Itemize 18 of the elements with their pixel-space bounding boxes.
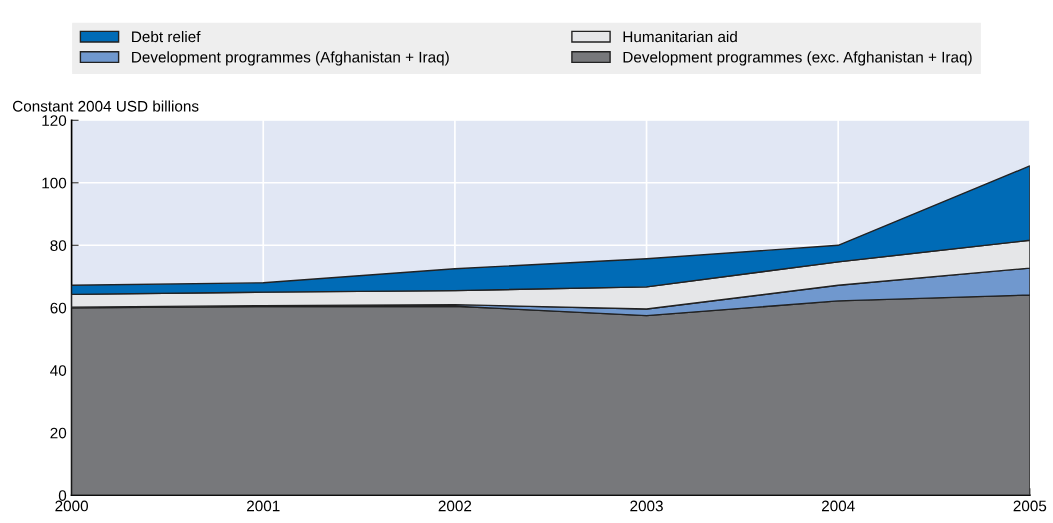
x-tick-label: 2001: [247, 500, 280, 512]
x-tick-label: 2003: [630, 500, 663, 512]
x-tick-label: 2005: [1013, 500, 1047, 512]
legend-label: Humanitarian aid: [623, 30, 737, 43]
y-tick-label: 0: [58, 490, 67, 501]
x-tick-label: 2000: [55, 500, 88, 512]
legend-label: Debt relief: [132, 30, 201, 43]
legend-label: Development programmes (exc. Afghanistan + Iraq): [623, 51, 972, 66]
x-tick-label: 2002: [438, 500, 472, 512]
y-tick-label: 60: [50, 302, 67, 314]
y-tick-label: 20: [50, 427, 67, 439]
y-tick-label: 100: [42, 177, 67, 189]
y-axis-title: Constant 2004 USD billions: [12, 100, 199, 112]
y-tick-label: 120: [42, 115, 67, 126]
x-tick-label: 2004: [821, 500, 855, 512]
legend-label: Development programmes (Afghanistan + Iraq): [132, 51, 449, 66]
y-tick-label: 40: [50, 365, 67, 376]
y-tick-label: 80: [50, 240, 67, 251]
